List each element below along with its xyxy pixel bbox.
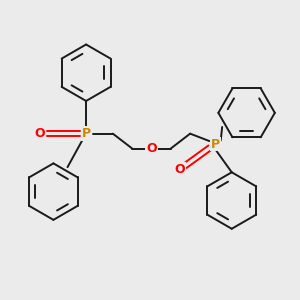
Text: O: O [146, 142, 157, 155]
Text: O: O [35, 127, 45, 140]
Text: P: P [211, 138, 220, 151]
Text: O: O [174, 163, 185, 176]
Text: P: P [82, 127, 91, 140]
